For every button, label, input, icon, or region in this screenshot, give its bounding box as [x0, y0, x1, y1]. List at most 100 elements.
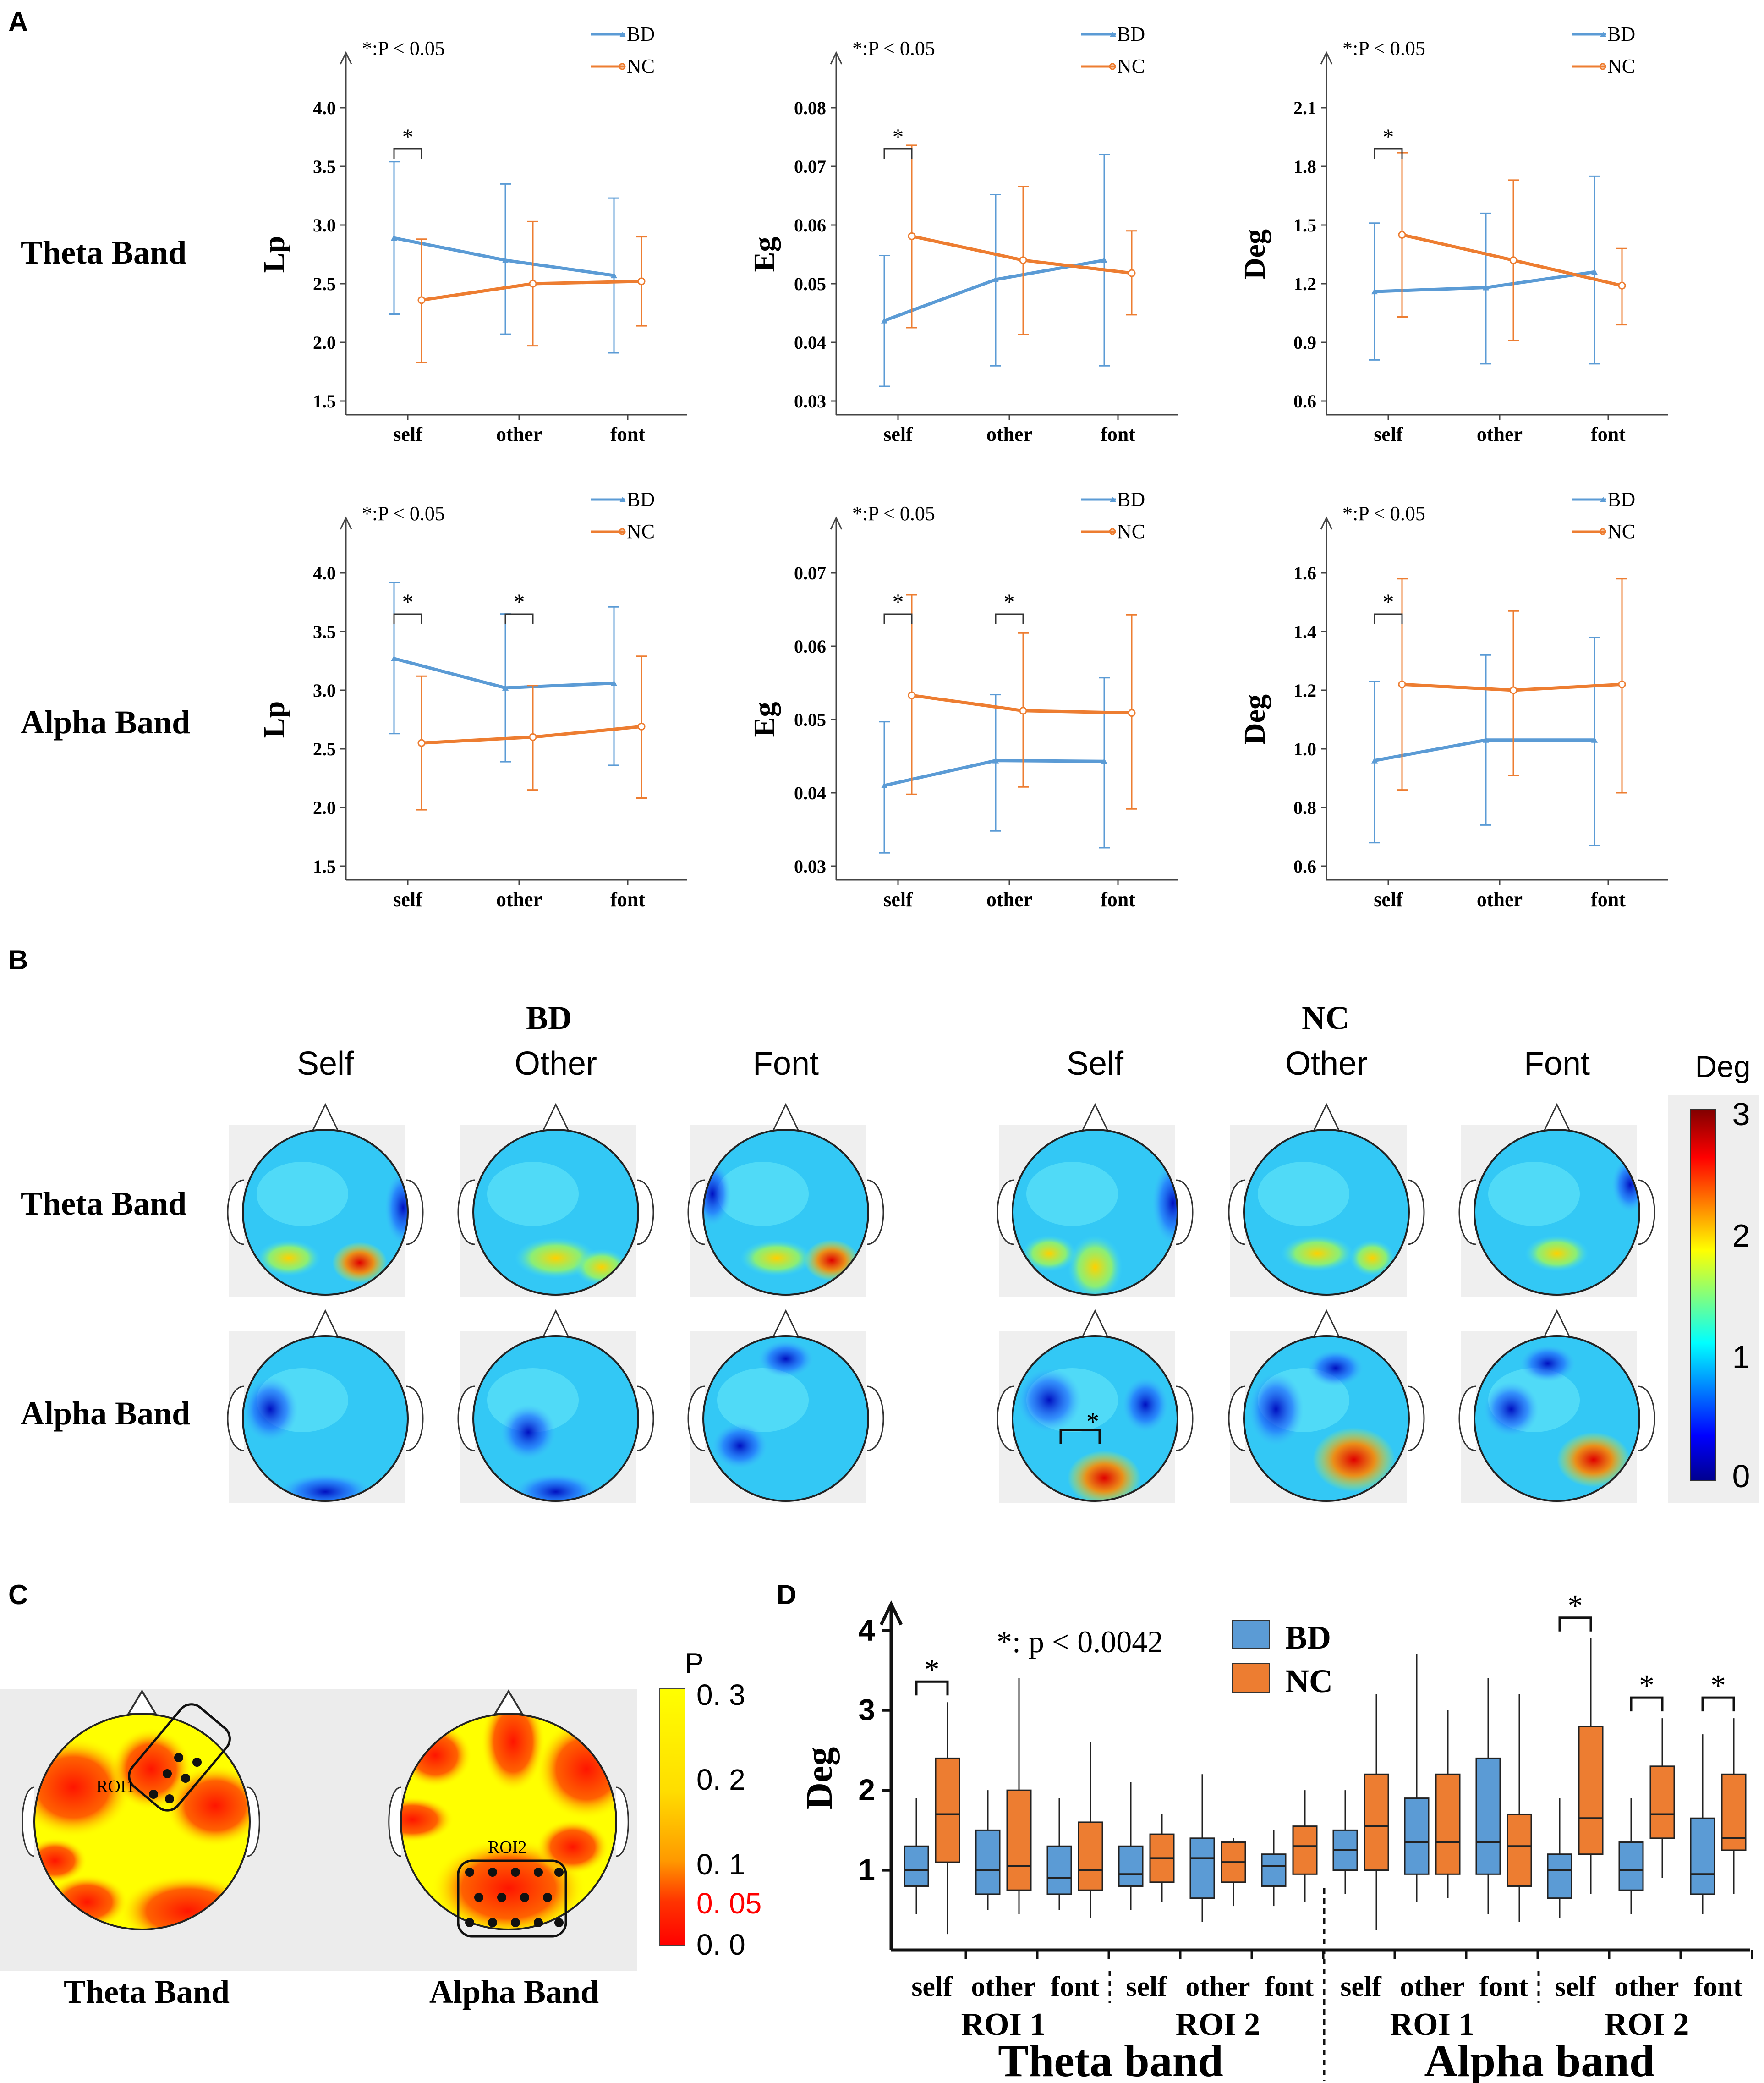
- head-outline: [242, 1335, 409, 1502]
- topomap-fill: [243, 1336, 408, 1501]
- box-group: *: [1618, 1669, 1675, 1914]
- nose-icon: [311, 1309, 340, 1338]
- legend-nc-label: NC: [1285, 1663, 1333, 1699]
- data-point: [391, 655, 397, 661]
- pmap-theta-head: [33, 1713, 251, 1930]
- box-nc: [935, 1757, 960, 1863]
- y-tick-label: 0.05: [794, 274, 826, 294]
- series-line: [1374, 738, 1594, 763]
- sig-bracket: [1701, 1696, 1735, 1712]
- pmap-colorbar-label: P: [685, 1648, 703, 1679]
- colorbar: [1690, 1109, 1716, 1481]
- box-bd: [1618, 1841, 1644, 1891]
- colorbar-tick-2: 2: [1732, 1218, 1750, 1253]
- topomap-fill: [703, 1130, 868, 1295]
- roi-label: ROI 2: [1605, 2007, 1689, 2042]
- pmap-alpha-label: Alpha Band: [429, 1973, 599, 2010]
- legend-nc-marker: [1109, 528, 1116, 535]
- ear-left-icon: [1228, 1385, 1246, 1451]
- chart-theta-lp: 1.5 2.0 2.5 3.0 3.5 4.0 self other font Lp *:P < 0…: [257, 23, 687, 445]
- y-axis-arrow: [830, 51, 843, 65]
- box-nc: [1006, 1789, 1032, 1891]
- series-bd: [389, 161, 619, 354]
- pmap-alpha-ear-right: [616, 1786, 629, 1857]
- ear-right-icon: [636, 1385, 654, 1451]
- sig-star: *: [1639, 1669, 1654, 1702]
- sig-note: *:P < 0.05: [852, 502, 935, 525]
- y-axis-arrow: [1320, 516, 1333, 530]
- b-nc-title: NC: [1302, 1000, 1349, 1036]
- y-tick-label: 3.0: [313, 215, 336, 236]
- box-group: [1189, 1774, 1246, 1922]
- sig-star: *: [893, 124, 904, 149]
- y-axis-arrow: [830, 516, 843, 530]
- data-point: [1128, 709, 1136, 717]
- box-group: *: [1547, 1589, 1604, 1918]
- x-tick-label-self: self: [1340, 1971, 1382, 2002]
- sig-note: *:P < 0.05: [1342, 502, 1425, 525]
- y-tick-label: 4.0: [313, 98, 336, 118]
- series-line: [884, 759, 1105, 787]
- data-point: [1483, 736, 1489, 743]
- pmap-tick-0.0: 0. 0: [696, 1928, 745, 1961]
- topomap-fill: [1244, 1130, 1409, 1295]
- box-bd: [1046, 1845, 1072, 1895]
- y-tick-label: 1.4: [1293, 621, 1316, 642]
- legend-nc-label: NC: [627, 55, 655, 77]
- y-tick-label: 0.9: [1293, 332, 1316, 353]
- topomap-nc-self-theta: [997, 1103, 1194, 1297]
- data-point: [881, 782, 887, 788]
- pmap-theta-ear-left: [22, 1786, 35, 1857]
- data-point: [1128, 269, 1136, 277]
- x-tick-label-self: self: [1374, 423, 1403, 445]
- panel-a-label: A: [8, 6, 28, 37]
- ear-left-icon: [457, 1385, 475, 1451]
- pmap-colorbar: [659, 1688, 685, 1946]
- y-tick-label: 2.0: [313, 332, 336, 353]
- series-nc: [1397, 152, 1627, 341]
- data-point: [908, 232, 916, 240]
- sig-bracket: [1558, 1616, 1592, 1632]
- box-group: [975, 1678, 1032, 1914]
- data-point: [1019, 256, 1027, 264]
- data-point: [529, 280, 537, 288]
- topomap-bd-other-alpha: [457, 1309, 654, 1503]
- chart-theta-deg: 0.6 0.9 1.2 1.5 1.8 2.1 self other font Deg *:P < …: [1238, 23, 1668, 445]
- topomaps: *: [227, 1103, 1655, 1503]
- sig-bracket: [393, 613, 422, 624]
- x-tick-label-font: font: [1591, 423, 1626, 445]
- topomap-bd-font-alpha: [687, 1309, 884, 1503]
- x-tick-label-other: other: [496, 888, 542, 911]
- box-nc: [1507, 1813, 1532, 1887]
- x-tick-label-font: font: [1101, 888, 1135, 911]
- data-point: [1618, 281, 1626, 290]
- b-bd-font-title: Font: [753, 1045, 819, 1082]
- sig-bracket: [883, 148, 913, 159]
- box-bd: [1690, 1817, 1715, 1895]
- legend-nc-swatch: [1232, 1663, 1270, 1693]
- panel-d-label: D: [777, 1579, 796, 1610]
- box-group: *: [1690, 1669, 1747, 1914]
- box-bd: [975, 1829, 1001, 1895]
- x-tick-label-self: self: [1126, 1971, 1167, 2002]
- series-bd: [1369, 637, 1600, 846]
- sig-bracket: [1374, 613, 1403, 624]
- y-tick-label: 0.07: [794, 563, 826, 583]
- box-group: *: [904, 1653, 960, 1935]
- nose-icon: [772, 1309, 800, 1338]
- series-nc: [1397, 578, 1627, 794]
- y-tick-label: 0.03: [794, 856, 826, 877]
- box-group: [1261, 1790, 1318, 1907]
- data-point: [391, 235, 397, 241]
- sig-note: *:P < 0.05: [362, 502, 445, 525]
- topomap-fill: [1013, 1130, 1178, 1295]
- legend-bd-label: BD: [1117, 488, 1145, 511]
- x-tick-label-self: self: [393, 888, 423, 911]
- b-nc-other-title: Other: [1285, 1045, 1368, 1082]
- data-point: [502, 684, 509, 691]
- data-point: [1398, 680, 1406, 688]
- data-point: [1101, 257, 1107, 263]
- head-outline: [1474, 1335, 1640, 1502]
- sig-star: *: [1086, 1407, 1099, 1436]
